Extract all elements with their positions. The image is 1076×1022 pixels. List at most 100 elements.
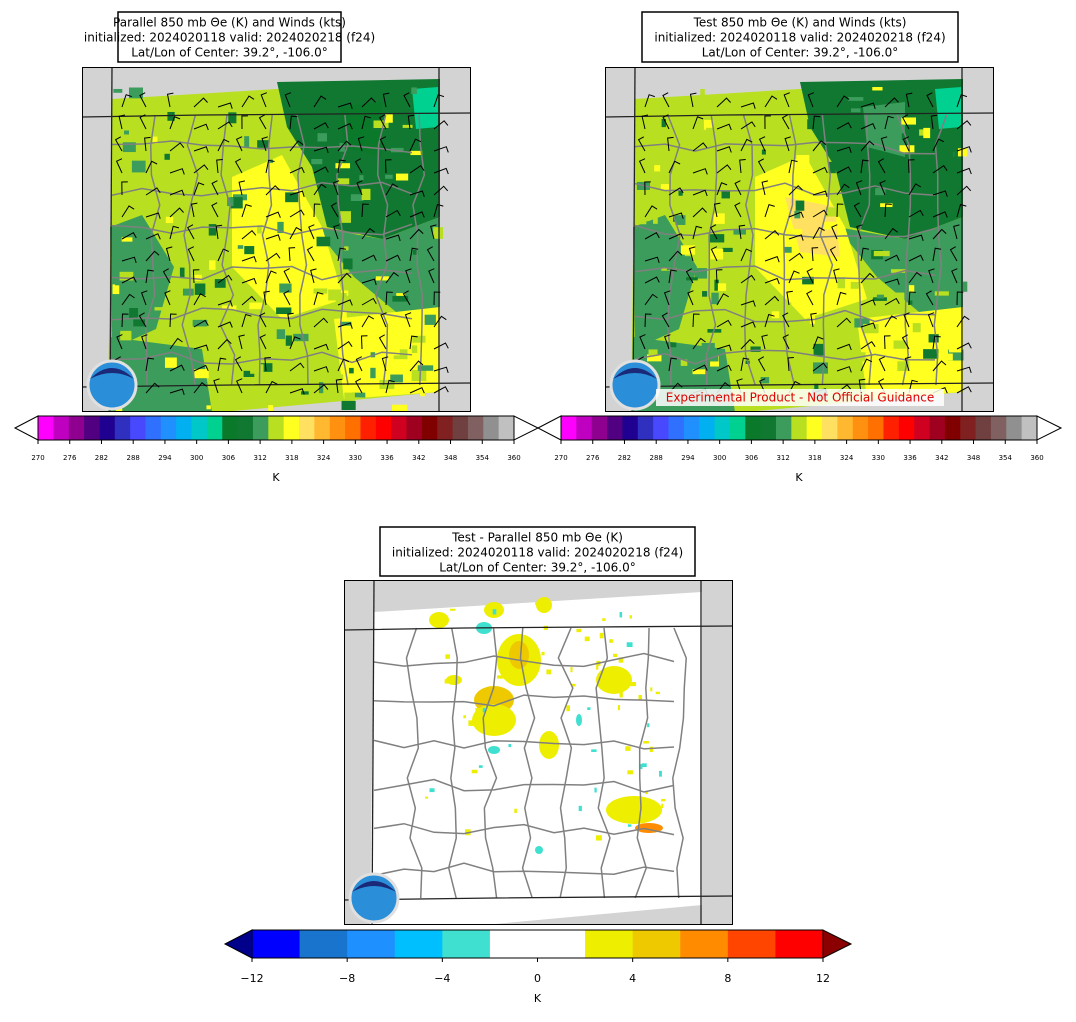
field-speckle [618,657,624,663]
wind-barb [211,202,219,218]
wind-barb [740,300,756,307]
wind-barb [644,293,658,306]
wind-barb [716,293,729,306]
colorbar-extend-high [513,415,540,441]
wind-barb [884,203,892,218]
field-speckle [370,367,376,379]
field-speckle [402,124,413,128]
wind-barb [241,313,252,328]
field-speckle [646,221,653,233]
field-speckle [714,279,719,291]
county-line [634,182,936,197]
wind-barb [692,313,700,328]
wind-barb [409,138,422,152]
wind-barb [692,225,703,240]
field-speckle [901,133,917,140]
wind-barb [788,185,803,196]
county-line [634,627,650,899]
field-speckle [209,260,216,270]
colorbar-segment [944,416,961,440]
title-line: initialized: 2024020118 valid: 202402021… [654,31,945,45]
colorbar-segment [483,416,500,440]
field-speckle [417,365,434,371]
wind-barb [883,335,891,350]
wind-barb [908,209,924,218]
wind-barb [217,300,233,307]
colorbar-tick-label: 294 [158,454,172,462]
wind-barb [764,95,778,108]
field-speckle [257,225,262,234]
field-speckle [699,201,704,212]
county-line [111,351,413,365]
wind-barb [860,159,869,174]
field-speckle [514,808,517,814]
wind-barb [216,159,223,174]
wind-barb [145,269,154,284]
wind-barb [193,293,206,306]
field-speckle [700,89,705,99]
wind-barb [860,247,870,262]
wind-barb [668,357,677,372]
wind-barb [692,168,708,175]
field-speckle [426,267,439,274]
wind-barb [740,102,756,109]
wind-barb [313,146,329,154]
field [370,592,702,925]
wind-barb [811,247,819,262]
field-speckle [351,392,366,398]
field-speckle [836,108,845,116]
wind-barb [668,212,684,219]
wind-barb [433,291,441,306]
wind-barb [688,246,696,262]
field-speckle [433,227,444,239]
field-speckle [131,160,146,173]
state-line [344,625,733,631]
colorbar-tick-label: 270 [554,454,567,462]
wind-barb [193,164,209,174]
colorbar-segment [84,416,100,440]
wind-barb [166,92,174,108]
wind-barb [145,160,158,174]
wind-barb [145,357,154,372]
field-speckle [277,221,284,234]
field-speckle [152,136,158,144]
wind-barb [260,92,267,108]
field-speckle [893,340,906,349]
colorbar-label: K [795,471,803,484]
wind-barbs [637,92,972,395]
wind-barb [409,247,419,262]
wind-barb [354,158,363,174]
wind-barb [812,362,828,372]
title-line: initialized: 2024020118 valid: 202402021… [84,31,375,45]
wind-barb [361,203,369,218]
county-line [933,114,948,386]
wind-barb [810,312,817,328]
wind-barb [644,276,660,284]
wind-barb [812,336,824,350]
wind-barb [956,342,972,350]
wind-barb [385,291,393,306]
wind-barb [313,95,327,108]
wind-barb [884,115,894,130]
wind-barb [833,268,840,284]
wind-barb [812,166,828,174]
map [344,580,733,925]
wind-barb [689,92,697,108]
wind-barb [313,317,329,328]
wind-barb [902,136,910,152]
wind-barb [213,378,220,394]
field-speckle [276,307,292,315]
county-line [373,694,675,707]
county-line [519,627,536,899]
wind-barb [956,366,972,374]
wind-barb [217,121,233,130]
colorbar-segment [489,930,538,958]
field-speckle [645,790,649,795]
map-frame [82,67,471,412]
colorbar-segment [822,416,838,440]
field-speckle [635,796,638,801]
colorbar-segment [314,416,331,440]
colorbar-tick-label: 354 [999,454,1013,462]
wind-barb [664,334,671,350]
title-line: Lat/Lon of Center: 39.2°, -106.0° [131,46,327,60]
